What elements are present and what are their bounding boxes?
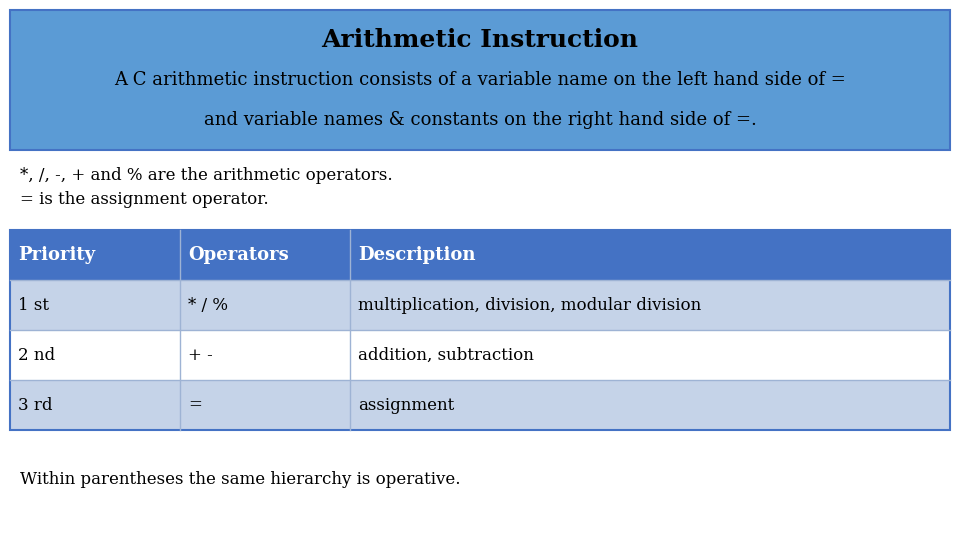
FancyBboxPatch shape	[10, 380, 950, 430]
Text: 2 nd: 2 nd	[18, 347, 55, 363]
Text: addition, subtraction: addition, subtraction	[358, 347, 534, 363]
Text: Arithmetic Instruction: Arithmetic Instruction	[322, 28, 638, 52]
Text: and variable names & constants on the right hand side of =.: and variable names & constants on the ri…	[204, 111, 756, 129]
Text: Operators: Operators	[188, 246, 289, 264]
Text: = is the assignment operator.: = is the assignment operator.	[20, 192, 269, 208]
Text: 1 st: 1 st	[18, 296, 49, 314]
Text: A C arithmetic instruction consists of a variable name on the left hand side of : A C arithmetic instruction consists of a…	[114, 71, 846, 89]
Text: =: =	[188, 396, 202, 414]
Text: + -: + -	[188, 347, 213, 363]
FancyBboxPatch shape	[10, 280, 950, 330]
Text: *, /, -, + and % are the arithmetic operators.: *, /, -, + and % are the arithmetic oper…	[20, 166, 393, 184]
Text: Within parentheses the same hierarchy is operative.: Within parentheses the same hierarchy is…	[20, 471, 461, 489]
FancyBboxPatch shape	[10, 10, 950, 150]
Text: Description: Description	[358, 246, 475, 264]
Text: * / %: * / %	[188, 296, 228, 314]
Text: 3 rd: 3 rd	[18, 396, 53, 414]
Text: multiplication, division, modular division: multiplication, division, modular divisi…	[358, 296, 701, 314]
FancyBboxPatch shape	[10, 330, 950, 380]
Text: Priority: Priority	[18, 246, 95, 264]
FancyBboxPatch shape	[10, 230, 950, 280]
Text: assignment: assignment	[358, 396, 454, 414]
